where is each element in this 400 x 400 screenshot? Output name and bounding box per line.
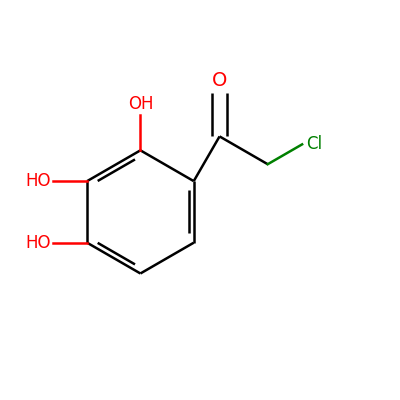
Text: HO: HO xyxy=(26,172,51,190)
Text: HO: HO xyxy=(26,234,51,252)
Text: OH: OH xyxy=(128,95,153,113)
Text: O: O xyxy=(212,70,227,90)
Text: Cl: Cl xyxy=(306,135,322,153)
